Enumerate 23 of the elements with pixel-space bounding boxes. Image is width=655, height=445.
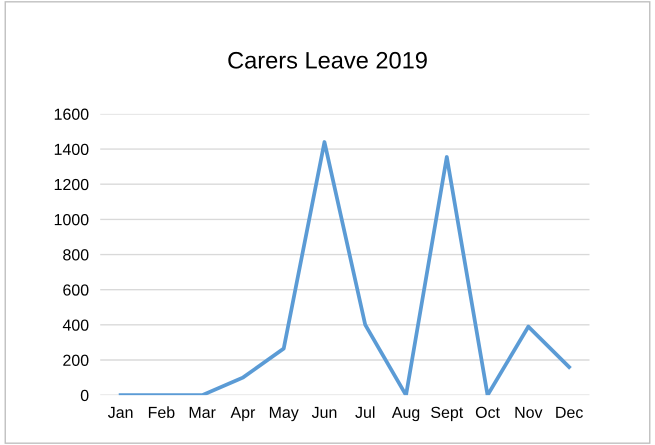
y-tick-label: 1000 [54,214,88,226]
y-tick-label: 1200 [54,178,88,190]
x-tick-label: Mar [190,406,216,418]
y-tick-label: 800 [63,249,88,260]
x-tick-label: Apr [230,406,256,422]
x-tick-label: Dec [556,406,583,418]
x-tick-label: Sept [431,406,464,422]
y-tick-label: 1600 [54,108,88,120]
x-tick-label: Jun [312,406,336,418]
x-tick-label: Feb [148,406,174,418]
x-tick-label: Jul [355,406,374,418]
chart-title: Carers Leave 2019 [228,52,427,69]
x-tick-label: May [270,406,299,422]
x-tick-label: Oct [476,406,500,418]
x-tick-label: Aug [392,406,420,422]
y-tick-label: 400 [62,319,88,331]
y-tick-label: 200 [63,354,88,366]
x-tick-label: Nov [515,406,542,418]
y-tick-label: 1400 [54,144,88,156]
x-tick-label: Jan [108,406,132,418]
y-tick-label: 0 [80,390,88,402]
y-tick-label: 600 [63,284,88,296]
line-series [118,140,571,396]
